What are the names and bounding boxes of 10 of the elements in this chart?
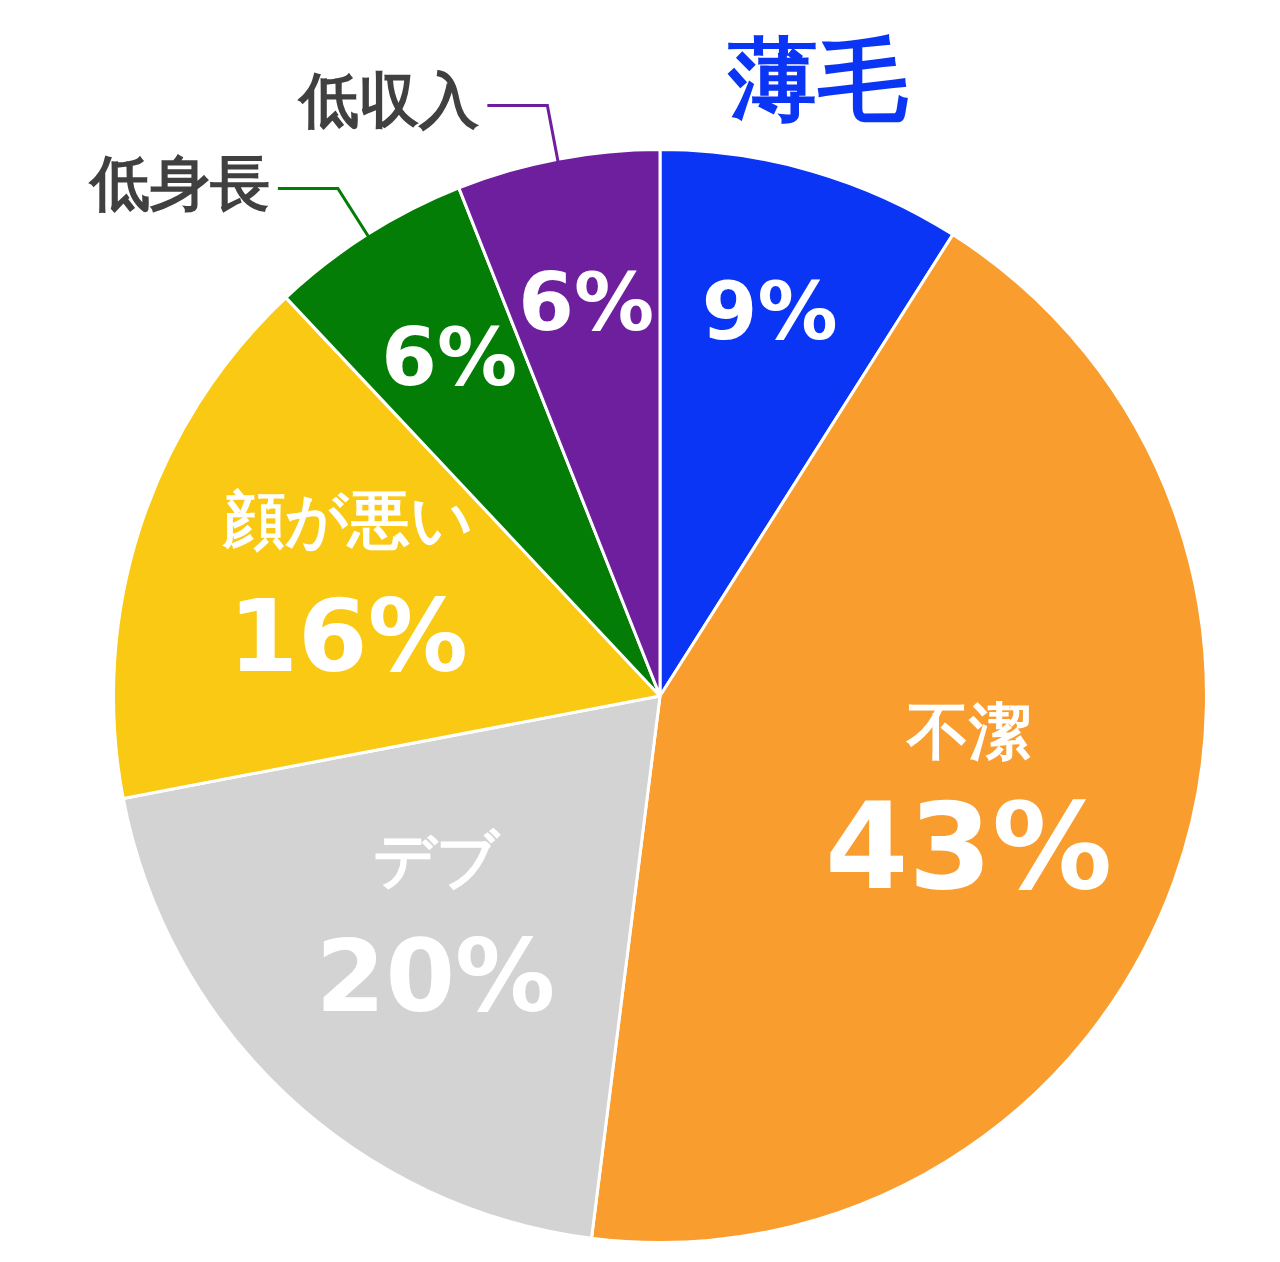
slice-label: 低収入 [297,65,481,136]
slice-label: 顔が悪い [221,482,474,556]
slice-label: 不潔 [904,695,1031,769]
slice-label: 低身長 [87,148,270,219]
data-label: 16% [228,577,468,695]
data-label: 43% [824,777,1113,917]
slice-label: 薄毛 [726,27,908,133]
data-label: 6% [518,256,655,350]
data-label: 9% [701,264,838,358]
data-label: 6% [381,310,518,404]
